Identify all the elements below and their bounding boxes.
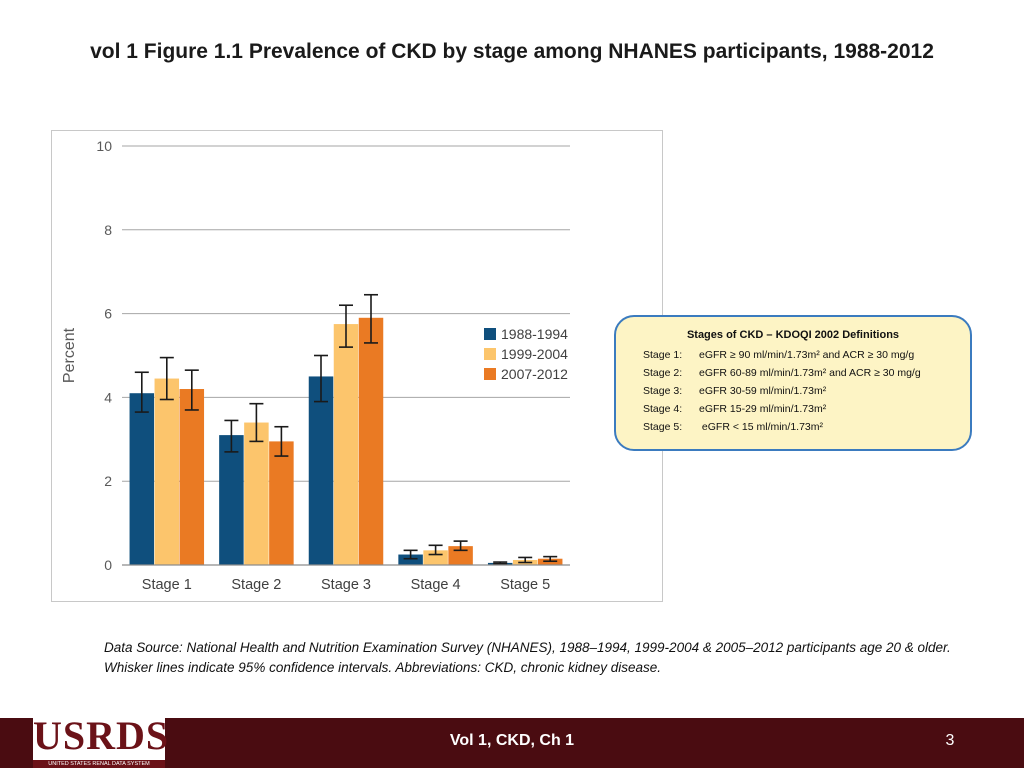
legend-label: 1999-2004 <box>501 346 568 362</box>
x-tick-label: Stage 5 <box>500 577 550 593</box>
legend-swatch <box>484 348 496 360</box>
bar <box>398 554 423 565</box>
definition-text: eGFR 30-59 ml/min/1.73m² <box>699 385 827 397</box>
y-tick-label: 4 <box>104 389 112 405</box>
definition-row: Stage 4: eGFR 15-29 ml/min/1.73m² <box>643 403 826 415</box>
definition-stage: Stage 4: <box>643 403 683 415</box>
bar <box>308 376 334 565</box>
slide-title: vol 1 Figure 1.1 Prevalence of CKD by st… <box>90 40 934 63</box>
bar <box>129 393 155 565</box>
definition-row: Stage 2: eGFR 60-89 ml/min/1.73m² and ACR… <box>643 367 921 379</box>
legend-label: 1988-1994 <box>501 326 568 342</box>
definition-stage: Stage 3: <box>643 385 683 397</box>
logo-text: USRDS <box>33 713 170 758</box>
footer-bar <box>0 718 1024 768</box>
y-tick-label: 8 <box>104 222 112 238</box>
definition-stage: Stage 5: <box>643 421 683 433</box>
definition-stage: Stage 1: <box>643 349 683 361</box>
bar-chart: 0 2 4 6 8 10 Percent Stage 1 Stage 2 Stage 3 Stage… <box>61 138 570 593</box>
legend-label: 2007-2012 <box>501 366 568 382</box>
definition-row: Stage 1: eGFR ≥ 90 ml/min/1.73m² and ACR … <box>643 349 914 361</box>
bar <box>219 435 244 565</box>
usrds-logo: USRDS UNITED STATES RENAL DATA SYSTEM <box>33 712 170 768</box>
footer-chapter: Vol 1, CKD, Ch 1 <box>449 732 575 749</box>
definitions-box: Stages of CKD – KDOQI 2002 Definitions S… <box>614 315 972 451</box>
y-tick-label: 6 <box>104 306 112 322</box>
chart-frame: 0 2 4 6 8 10 Percent Stage 1 Stage 2 Stage 3 Stage… <box>51 130 663 602</box>
definition-text: eGFR 15-29 ml/min/1.73m² <box>699 403 827 415</box>
bar <box>154 378 180 565</box>
logo-subtitle: UNITED STATES RENAL DATA SYSTEM <box>33 760 165 768</box>
x-tick-label: Stage 2 <box>231 577 281 593</box>
x-tick-label: Stage 1 <box>142 577 192 593</box>
definition-row: Stage 3: eGFR 30-59 ml/min/1.73m² <box>643 385 826 397</box>
y-axis-label: Percent <box>61 327 78 383</box>
page-number: 3 <box>945 732 955 749</box>
bar <box>244 422 269 565</box>
definition-row: Stage 5: eGFR < 15 ml/min/1.73m² <box>643 421 823 433</box>
definition-stage: Stage 2: <box>643 367 683 379</box>
y-tick-label: 0 <box>104 557 112 573</box>
bar <box>358 317 384 565</box>
definition-text: eGFR 60-89 ml/min/1.73m² and ACR ≥ 30 mg… <box>699 367 921 379</box>
bar <box>333 324 359 565</box>
legend-swatch <box>484 368 496 380</box>
definitions-title: Stages of CKD – KDOQI 2002 Definitions <box>686 329 900 341</box>
x-tick-label: Stage 3 <box>321 577 371 593</box>
bar <box>179 389 205 565</box>
y-tick-label: 2 <box>104 473 112 489</box>
data-source-note: Data Source: National Health and Nutriti… <box>104 640 951 675</box>
definition-text: eGFR ≥ 90 ml/min/1.73m² and ACR ≥ 30 mg/… <box>699 349 915 361</box>
definition-text: eGFR < 15 ml/min/1.73m² <box>699 421 823 433</box>
x-tick-label: Stage 4 <box>411 577 461 593</box>
bar <box>269 441 294 565</box>
legend-swatch <box>484 328 496 340</box>
y-tick-label: 10 <box>96 138 112 154</box>
